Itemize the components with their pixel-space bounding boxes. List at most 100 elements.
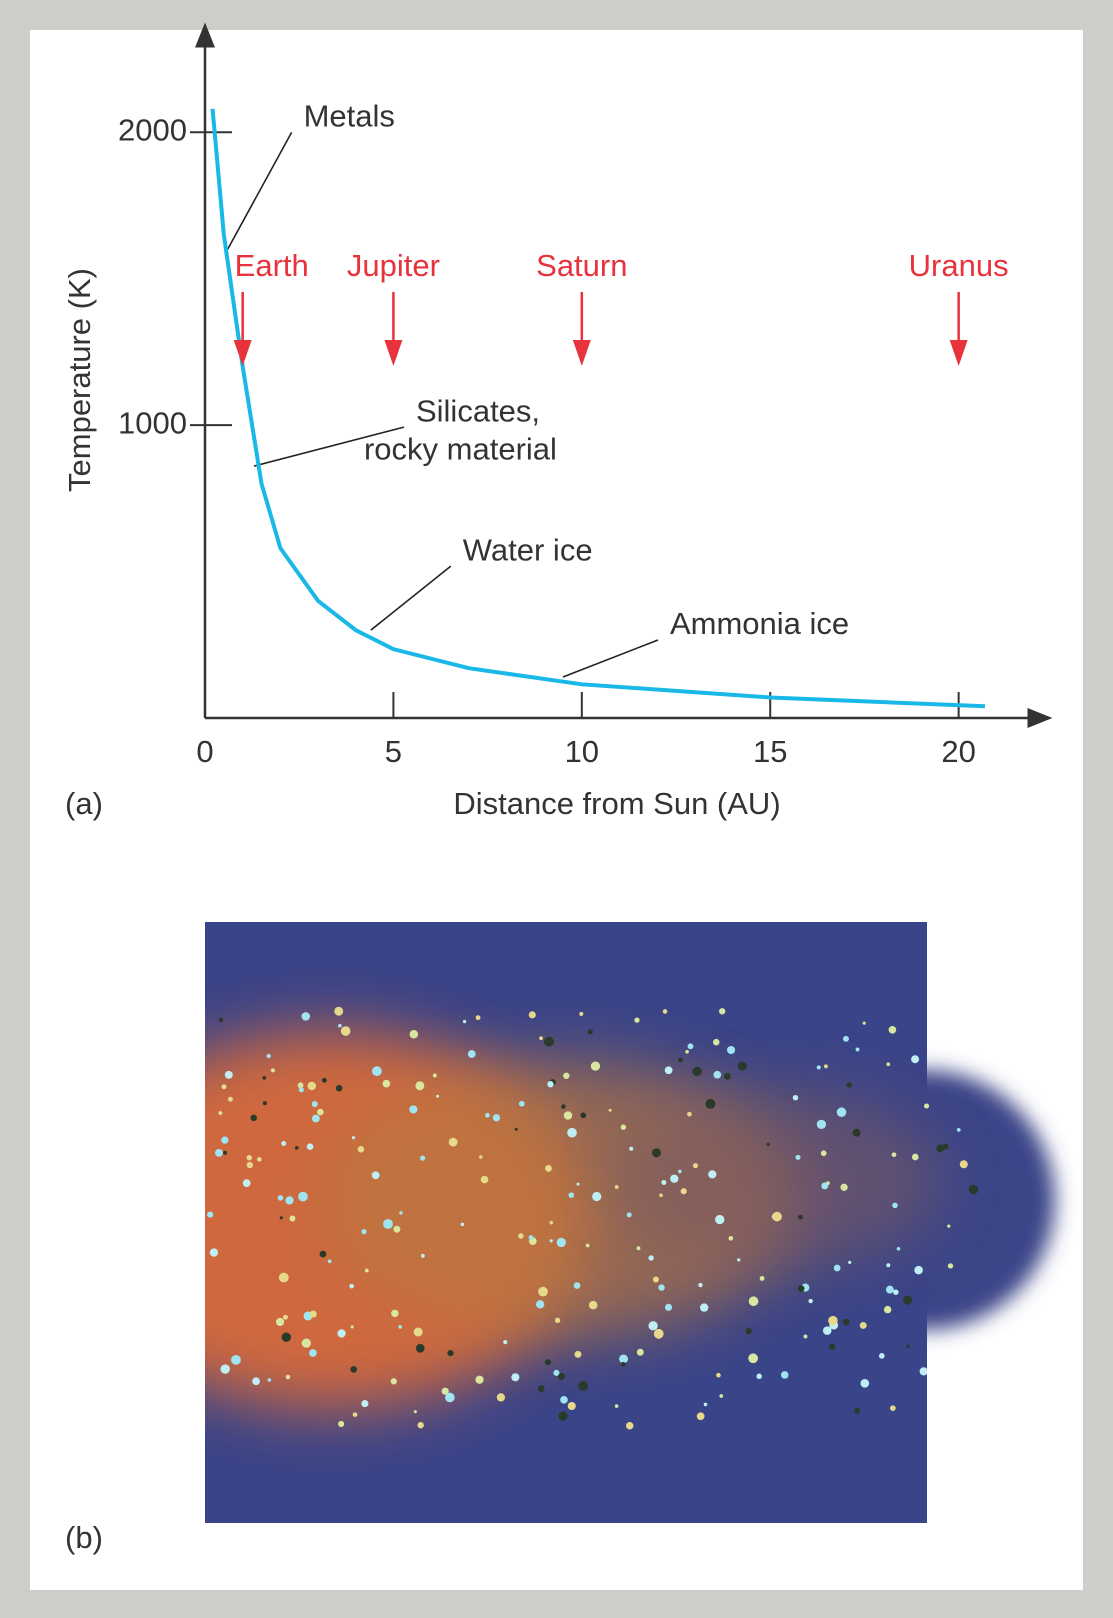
dust-grain (820, 1150, 827, 1157)
dust-grain (262, 1075, 267, 1080)
dust-grain (737, 1061, 747, 1071)
dust-grain (846, 1082, 852, 1088)
dust-grain (567, 1127, 577, 1138)
dust-grain (816, 1119, 827, 1130)
annotation: Metals (304, 99, 395, 134)
planet-arrow-head (949, 340, 968, 366)
dust-grain (574, 1350, 582, 1358)
dust-grain (636, 1348, 644, 1356)
dust-grain (539, 1036, 543, 1041)
y-tick-label: 2000 (118, 112, 187, 147)
dust-grain (888, 1025, 897, 1034)
dust-grain (393, 1225, 401, 1233)
dust-grain (708, 1170, 717, 1179)
dust-grain (262, 1101, 267, 1106)
dust-grain (511, 1373, 520, 1382)
dust-grain (626, 1212, 632, 1218)
dust-grain (294, 1145, 299, 1150)
dust-grain (886, 1263, 891, 1268)
dust-grain (906, 1344, 910, 1349)
leader-line (370, 565, 452, 631)
dust-grain (726, 1045, 736, 1055)
dust-grain (568, 1192, 575, 1198)
dust-grain (352, 1412, 358, 1417)
dust-grain (398, 1325, 402, 1329)
leader-line (253, 426, 405, 467)
dust-grain (350, 1325, 354, 1329)
dust-grain (919, 1367, 928, 1376)
dust-grain (475, 1015, 481, 1021)
dust-grain (270, 1068, 275, 1073)
dust-grain (557, 1372, 565, 1380)
dust-grain (648, 1255, 654, 1261)
dust-grain (553, 1369, 560, 1376)
dust-grain (759, 1276, 765, 1281)
dust-grain (485, 1112, 490, 1118)
dust-grain (275, 1317, 285, 1327)
dust-grain (448, 1137, 458, 1147)
dust-grain (619, 1354, 629, 1364)
dust-grain (620, 1124, 627, 1130)
dust-grain (848, 1260, 852, 1264)
annotation: Water ice (463, 532, 593, 567)
dust-grain (337, 1329, 346, 1338)
dust-grain (629, 1146, 634, 1151)
dust-grain (556, 1237, 566, 1248)
planet-label: Jupiter (347, 248, 440, 283)
x-tick-label: 20 (941, 734, 975, 769)
dust-grain (852, 1128, 861, 1137)
dust-grain (716, 1372, 721, 1378)
dust-grain (538, 1286, 548, 1297)
dust-grain (537, 1385, 545, 1392)
dust-grain (576, 1182, 580, 1186)
dust-grain (822, 1326, 832, 1335)
planet-label: Earth (235, 248, 309, 283)
dust-grain (653, 1328, 664, 1339)
dust-grain (748, 1296, 759, 1307)
dust-grain (772, 1211, 782, 1222)
dust-grain (652, 1276, 659, 1283)
dust-grain (350, 1366, 358, 1373)
dust-grain (278, 1272, 289, 1283)
dust-grain (580, 1112, 587, 1119)
dust-grain (651, 1148, 661, 1158)
dust-grain (862, 1021, 866, 1025)
dust-grain (547, 1081, 554, 1088)
planet-label: Saturn (536, 248, 627, 283)
dust-grain (614, 1404, 619, 1408)
annotation: rocky material (364, 431, 557, 466)
dust-grain (409, 1030, 419, 1039)
x-tick-label: 0 (196, 734, 213, 769)
dust-grain (306, 1143, 314, 1150)
dust-grain (351, 1136, 356, 1140)
dust-grain (947, 1263, 954, 1269)
dust-grain (662, 1009, 668, 1014)
dust-grain (536, 1300, 545, 1309)
dust-grain (745, 1328, 752, 1335)
dust-grain (349, 1283, 354, 1289)
dust-grain (670, 1174, 679, 1183)
dust-grain (231, 1354, 241, 1365)
dust-grain (528, 1011, 536, 1019)
dust-grain (335, 1084, 343, 1092)
dust-grain (311, 1100, 318, 1108)
dust-grain (246, 1155, 252, 1161)
dust-grain (636, 1246, 641, 1251)
dust-grain (891, 1152, 897, 1158)
dust-grain (496, 1393, 506, 1402)
dust-grain (698, 1282, 703, 1288)
dust-grain (573, 1282, 581, 1289)
dust-grain (281, 1332, 292, 1342)
dust-grain (277, 1195, 284, 1201)
dust-grain (659, 1193, 663, 1198)
dust-grain (903, 1295, 913, 1305)
dust-grain (808, 1298, 813, 1304)
y-axis-label: Temperature (K) (62, 268, 97, 492)
dust-grain (795, 1154, 801, 1160)
dust-grain (282, 1314, 288, 1320)
dust-grain (297, 1082, 304, 1089)
dust-grain (479, 1155, 483, 1159)
dust-grain (207, 1211, 214, 1218)
dust-grain (221, 1136, 229, 1144)
dust-grain (692, 1163, 699, 1169)
